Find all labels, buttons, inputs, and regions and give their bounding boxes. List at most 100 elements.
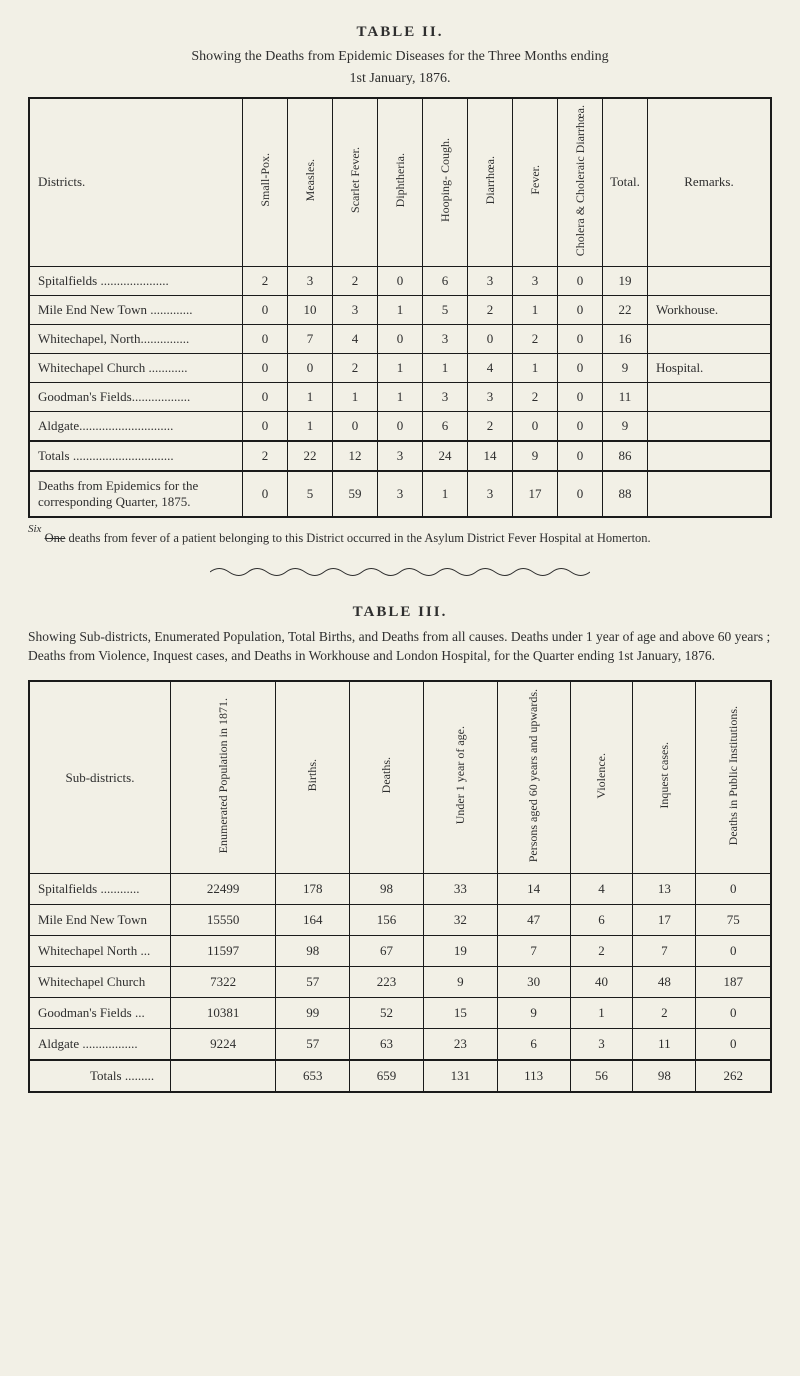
table-cell: 3 xyxy=(468,471,513,517)
footnote-insert: Six xyxy=(28,523,41,535)
table-cell: 2 xyxy=(513,324,558,353)
table-cell: 0 xyxy=(243,295,288,324)
table-cell: 7 xyxy=(633,936,696,967)
table-cell: 1 xyxy=(333,382,378,411)
table-row-label: Totals ......... xyxy=(29,1060,171,1092)
table-cell: 659 xyxy=(350,1060,424,1092)
col-deaths: Deaths. xyxy=(350,681,424,874)
table-cell: 0 xyxy=(243,353,288,382)
footnote-strike: One xyxy=(45,531,66,545)
table-cell: 22 xyxy=(288,441,333,471)
table-cell: 3 xyxy=(423,382,468,411)
table-cell: 6 xyxy=(423,411,468,441)
table-cell xyxy=(171,1060,276,1092)
table-row-label: Totals ............................... xyxy=(29,441,243,471)
table-cell: 98 xyxy=(276,936,350,967)
table-cell: 1 xyxy=(423,353,468,382)
table-cell: 12 xyxy=(333,441,378,471)
table-cell: 2 xyxy=(633,998,696,1029)
table-cell: 86 xyxy=(603,441,648,471)
table-cell: 67 xyxy=(350,936,424,967)
table-cell: 22 xyxy=(603,295,648,324)
table-cell: 40 xyxy=(570,967,633,998)
table-cell: 5 xyxy=(423,295,468,324)
table-cell: 131 xyxy=(423,1060,497,1092)
table-cell: 10 xyxy=(288,295,333,324)
table-cell: 3 xyxy=(333,295,378,324)
table-cell: 0 xyxy=(696,998,771,1029)
table-cell-remarks xyxy=(648,382,772,411)
table-cell: 0 xyxy=(558,266,603,295)
table3: Sub-districts. Enumerated Population in … xyxy=(28,680,772,1093)
table-cell: 11597 xyxy=(171,936,276,967)
table-cell: 3 xyxy=(288,266,333,295)
table-cell: 6 xyxy=(570,905,633,936)
table-cell: 15 xyxy=(423,998,497,1029)
table-row-label: Spitalfields ..................... xyxy=(29,266,243,295)
table2-subcaption: 1st January, 1876. xyxy=(28,71,772,87)
table-cell: 1 xyxy=(378,295,423,324)
col-cholera: Cholera & Choleraic Diarrhœa. xyxy=(558,98,603,267)
table-cell: 13 xyxy=(633,874,696,905)
col-fever: Fever. xyxy=(513,98,558,267)
col-inst: Deaths in Public Institutions. xyxy=(696,681,771,874)
table-cell: 57 xyxy=(276,1029,350,1061)
table-row-label: Aldgate ................. xyxy=(29,1029,171,1061)
table-cell: 0 xyxy=(468,324,513,353)
footnote-rest: deaths from fever of a patient belonging… xyxy=(65,531,650,545)
table-row-label: Whitechapel, North............... xyxy=(29,324,243,353)
col-total: Total. xyxy=(603,98,648,267)
table-cell: 6 xyxy=(497,1029,570,1061)
table-cell: 47 xyxy=(497,905,570,936)
table-cell-remarks xyxy=(648,471,772,517)
table-cell-remarks xyxy=(648,441,772,471)
table-cell: 3 xyxy=(423,324,468,353)
table-cell: 9 xyxy=(423,967,497,998)
col-inquest: Inquest cases. xyxy=(633,681,696,874)
table-cell: 0 xyxy=(696,874,771,905)
col-over60: Persons aged 60 years and upwards. xyxy=(497,681,570,874)
table-cell: 4 xyxy=(468,353,513,382)
table-cell-remarks: Workhouse. xyxy=(648,295,772,324)
table-row-label: Whitechapel Church xyxy=(29,967,171,998)
table-row-label: Goodman's Fields.................. xyxy=(29,382,243,411)
table-cell: 48 xyxy=(633,967,696,998)
table-cell: 0 xyxy=(288,353,333,382)
table-cell: 24 xyxy=(423,441,468,471)
table-cell: 0 xyxy=(243,471,288,517)
table-cell: 0 xyxy=(243,411,288,441)
table-cell: 1 xyxy=(378,353,423,382)
table-row-label: Mile End New Town xyxy=(29,905,171,936)
col-district: Districts. xyxy=(29,98,243,267)
table-cell: 164 xyxy=(276,905,350,936)
table-cell: 156 xyxy=(350,905,424,936)
table-row-label: Goodman's Fields ... xyxy=(29,998,171,1029)
table-cell: 223 xyxy=(350,967,424,998)
col-measles: Measles. xyxy=(288,98,333,267)
table-cell: 17 xyxy=(513,471,558,517)
table-row-label: Aldgate............................. xyxy=(29,411,243,441)
table2: Districts. Small-Pox. Measles. Scarlet F… xyxy=(28,97,772,518)
table-row-label: Mile End New Town ............. xyxy=(29,295,243,324)
table-cell: 11 xyxy=(603,382,648,411)
table-cell: 2 xyxy=(243,441,288,471)
table-cell: 9 xyxy=(603,353,648,382)
table-cell: 0 xyxy=(243,324,288,353)
col-violence: Violence. xyxy=(570,681,633,874)
col-diarrhoea: Diarrhœa. xyxy=(468,98,513,267)
table-cell: 178 xyxy=(276,874,350,905)
table-cell-remarks xyxy=(648,324,772,353)
table-cell: 15550 xyxy=(171,905,276,936)
table-cell: 0 xyxy=(558,353,603,382)
table-cell: 52 xyxy=(350,998,424,1029)
table-cell: 16 xyxy=(603,324,648,353)
table-cell: 653 xyxy=(276,1060,350,1092)
table-cell: 11 xyxy=(633,1029,696,1061)
table-cell: 1 xyxy=(288,382,333,411)
table-cell: 1 xyxy=(570,998,633,1029)
divider-ornament xyxy=(28,565,772,584)
table-cell: 1 xyxy=(423,471,468,517)
table2-caption: Showing the Deaths from Epidemic Disease… xyxy=(28,47,772,67)
table-cell: 56 xyxy=(570,1060,633,1092)
table-cell: 2 xyxy=(468,295,513,324)
